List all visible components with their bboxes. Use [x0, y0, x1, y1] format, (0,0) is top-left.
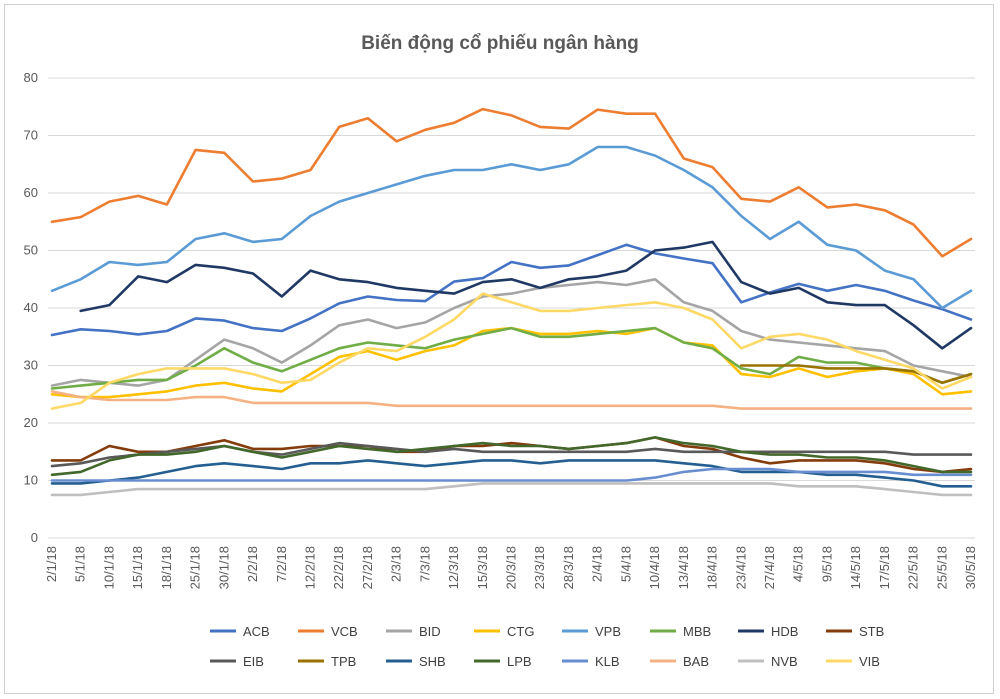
x-tick-label: 25/1/18 [188, 546, 203, 589]
legend-item-hdb: HDB [738, 624, 798, 639]
legend-item-klb: KLB [562, 654, 620, 669]
series-line-lpb [50, 436, 973, 477]
chart-frame [4, 4, 994, 694]
legend-label: TPB [331, 654, 356, 669]
legend-label: VPB [595, 624, 621, 639]
y-tick-label: 70 [24, 128, 38, 143]
y-tick-label: 20 [24, 415, 38, 430]
legend: ACB VCB BID CTG VPB MBB HDB STB EIB TPB SHB LPB KLB B… [210, 624, 884, 669]
y-tick-label: 0 [31, 530, 38, 545]
x-tick-label: 27/2/18 [360, 546, 375, 589]
legend-label: LPB [507, 654, 532, 669]
x-tick-label: 14/5/18 [848, 546, 863, 589]
series-line-shb [50, 459, 973, 488]
series-line-bid [50, 278, 973, 387]
x-tick-label: 15/1/18 [130, 546, 145, 589]
y-tick-label: 50 [24, 243, 38, 258]
x-tick-label: 2/2/18 [245, 546, 260, 582]
legend-label: MBB [683, 624, 711, 639]
y-tick-label: 40 [24, 300, 38, 315]
x-tick-label: 5/4/18 [618, 546, 633, 582]
legend-label: KLB [595, 654, 620, 669]
legend-label: VCB [331, 624, 358, 639]
x-tick-label: 20/3/18 [504, 546, 519, 589]
gridlines [48, 77, 975, 539]
legend-item-bab: BAB [650, 654, 709, 669]
legend-item-acb: ACB [210, 624, 270, 639]
x-tick-label: 18/1/18 [159, 546, 174, 589]
legend-label: BID [419, 624, 441, 639]
series-line-eib [50, 441, 973, 468]
x-tick-label: 12/3/18 [446, 546, 461, 589]
legend-label: BAB [683, 654, 709, 669]
legend-item-eib: EIB [210, 654, 264, 669]
legend-item-shb: SHB [386, 654, 446, 669]
series-line-bab [50, 390, 973, 410]
x-tick-label: 17/5/18 [877, 546, 892, 589]
x-tick-label: 9/5/18 [819, 546, 834, 582]
x-tick-label: 7/2/18 [274, 546, 289, 582]
series-line-vpb [50, 145, 973, 310]
series-lines [50, 107, 973, 497]
x-tick-label: 4/5/18 [791, 546, 806, 582]
legend-label: SHB [419, 654, 446, 669]
x-tick-label: 27/4/18 [762, 546, 777, 589]
x-tick-label: 10/1/18 [101, 546, 116, 589]
legend-label: EIB [243, 654, 264, 669]
legend-item-tpb: TPB [298, 654, 356, 669]
legend-label: HDB [771, 624, 798, 639]
legend-item-mbb: MBB [650, 624, 711, 639]
series-line-klb [50, 467, 973, 482]
x-axis: 2/1/18 5/1/18 10/1/18 15/1/18 18/1/18 25/1/18… [44, 546, 978, 589]
x-tick-label: 2/1/18 [44, 546, 59, 582]
x-tick-label: 30/1/18 [216, 546, 231, 589]
y-tick-label: 60 [24, 185, 38, 200]
x-tick-label: 2/3/18 [389, 546, 404, 582]
x-tick-label: 10/4/18 [647, 546, 662, 589]
series-line-tpb [740, 364, 973, 385]
legend-item-lpb: LPB [474, 654, 532, 669]
legend-item-ctg: CTG [474, 624, 534, 639]
x-tick-label: 28/3/18 [561, 546, 576, 589]
x-tick-label: 22/2/18 [331, 546, 346, 589]
x-tick-label: 30/5/18 [963, 546, 978, 589]
x-tick-label: 7/3/18 [417, 546, 432, 582]
legend-item-stb: STB [826, 624, 884, 639]
legend-label: NVB [771, 654, 798, 669]
legend-label: CTG [507, 624, 534, 639]
x-tick-label: 25/5/18 [934, 546, 949, 589]
chart-title: Biến động cổ phiếu ngân hàng [361, 33, 639, 54]
y-axis: 0 10 20 30 40 50 60 70 80 [24, 70, 38, 545]
legend-label: STB [859, 624, 884, 639]
y-tick-label: 80 [24, 70, 38, 85]
legend-item-bid: BID [386, 624, 441, 639]
series-line-stb [50, 436, 973, 474]
x-tick-label: 5/1/18 [73, 546, 88, 582]
legend-label: VIB [859, 654, 880, 669]
x-tick-label: 15/3/18 [475, 546, 490, 589]
series-line-nvb [50, 482, 973, 497]
series-line-mbb [50, 326, 973, 390]
legend-item-vib: VIB [826, 654, 880, 669]
legend-item-vpb: VPB [562, 624, 621, 639]
x-tick-label: 22/5/18 [906, 546, 921, 589]
series-line-vcb [50, 107, 973, 258]
legend-label: ACB [243, 624, 270, 639]
x-tick-label: 23/3/18 [532, 546, 547, 589]
series-line-vib [50, 292, 973, 410]
x-tick-label: 2/4/18 [590, 546, 605, 582]
x-tick-label: 18/4/18 [705, 546, 720, 589]
x-tick-label: 13/4/18 [676, 546, 691, 589]
y-tick-label: 30 [24, 358, 38, 373]
x-tick-label: 23/4/18 [733, 546, 748, 589]
series-line-hdb [79, 240, 973, 350]
x-tick-label: 12/2/18 [302, 546, 317, 589]
series-line-acb [50, 243, 973, 337]
legend-item-nvb: NVB [738, 654, 798, 669]
y-tick-label: 10 [24, 473, 38, 488]
legend-item-vcb: VCB [298, 624, 358, 639]
